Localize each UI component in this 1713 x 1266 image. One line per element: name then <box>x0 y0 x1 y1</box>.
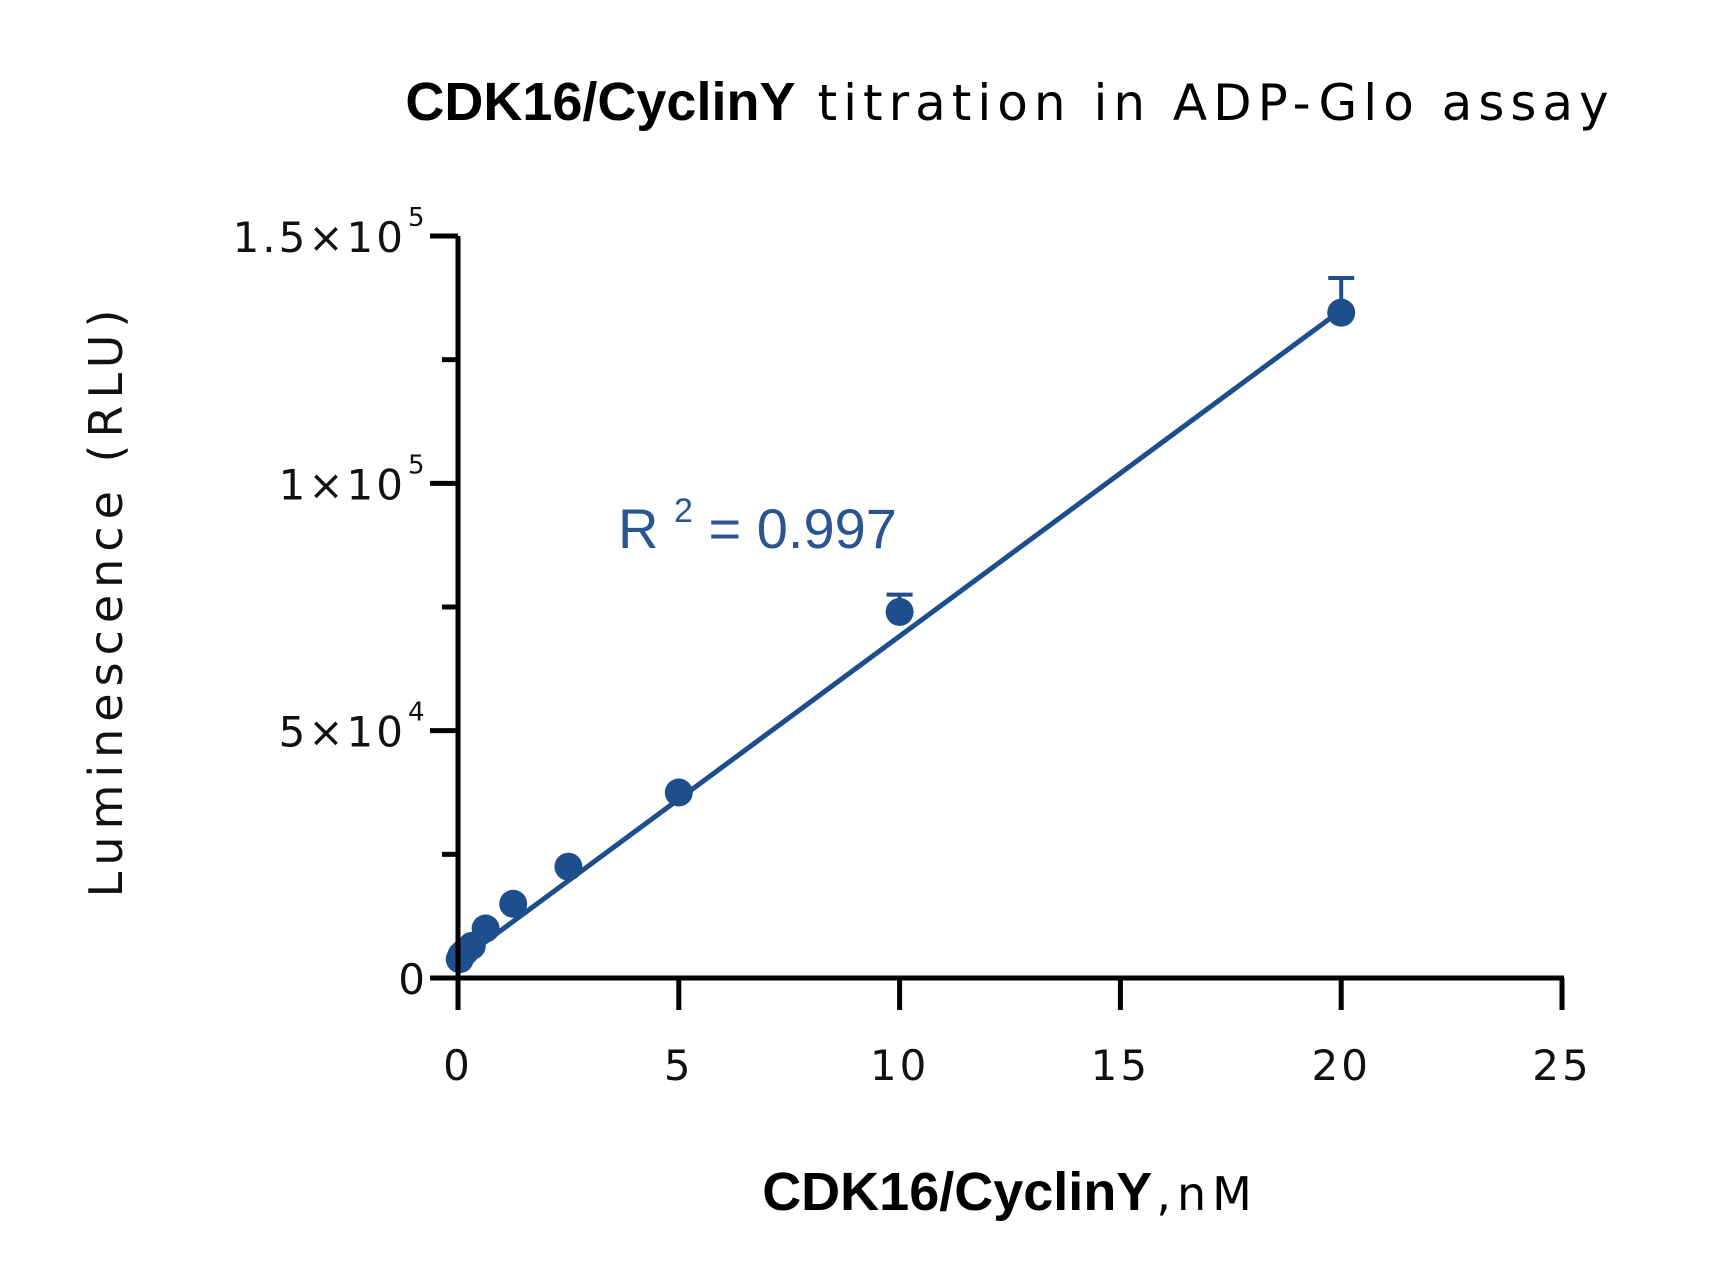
data-point <box>1327 298 1356 327</box>
x-tick-label: 15 <box>1091 1041 1150 1090</box>
x-axis-label-bold: CDK16/CyclinY <box>762 1162 1152 1222</box>
y-ticks: 05×10 41×10 51.5×10 5 <box>233 203 458 1004</box>
data-point <box>554 852 583 881</box>
y-tick-label: 1×10 <box>279 460 406 509</box>
data-point <box>499 889 528 918</box>
data-point <box>664 778 693 807</box>
chart-title-bold: CDK16/CyclinY <box>405 72 795 132</box>
r2-value: = 0.997 <box>709 497 897 560</box>
y-tick-label: 1.5×10 <box>233 213 406 262</box>
r2-superscript: 2 <box>674 492 693 530</box>
y-tick-label-exponent: 4 <box>408 698 425 728</box>
y-tick-label: 0 <box>398 955 428 1004</box>
y-tick-label-exponent: 5 <box>408 450 425 480</box>
fit-line <box>455 307 1344 965</box>
x-ticks: 0 5 10 15 20 25 <box>443 978 1591 1090</box>
r-squared-annotation: R 2 = 0.997 <box>618 471 897 560</box>
x-axis-label: CDK16/CyclinY ,nM <box>762 1162 1258 1222</box>
r2-label: R <box>618 497 658 560</box>
x-tick-label: 25 <box>1532 1041 1591 1090</box>
chart-title-rest: titration in ADP-Glo assay <box>817 74 1614 132</box>
x-axis-label-rest: ,nM <box>1156 1167 1257 1221</box>
data-points-layer <box>445 298 1356 974</box>
x-tick-label: 10 <box>870 1041 929 1090</box>
y-tick-label: 5×10 <box>279 708 406 757</box>
x-tick-label: 20 <box>1311 1041 1370 1090</box>
error-bar-layer <box>886 276 1355 612</box>
x-tick-label: 0 <box>443 1041 473 1090</box>
x-tick-label: 5 <box>664 1041 694 1090</box>
data-point <box>885 597 914 626</box>
data-point <box>471 914 500 943</box>
chart-title: CDK16/CyclinY titration in ADP-Glo assay <box>405 72 1614 132</box>
fit-line-layer <box>455 307 1344 965</box>
y-tick-label-exponent: 5 <box>408 203 425 233</box>
y-axis-label: Luminescence (RLU) <box>79 303 133 898</box>
